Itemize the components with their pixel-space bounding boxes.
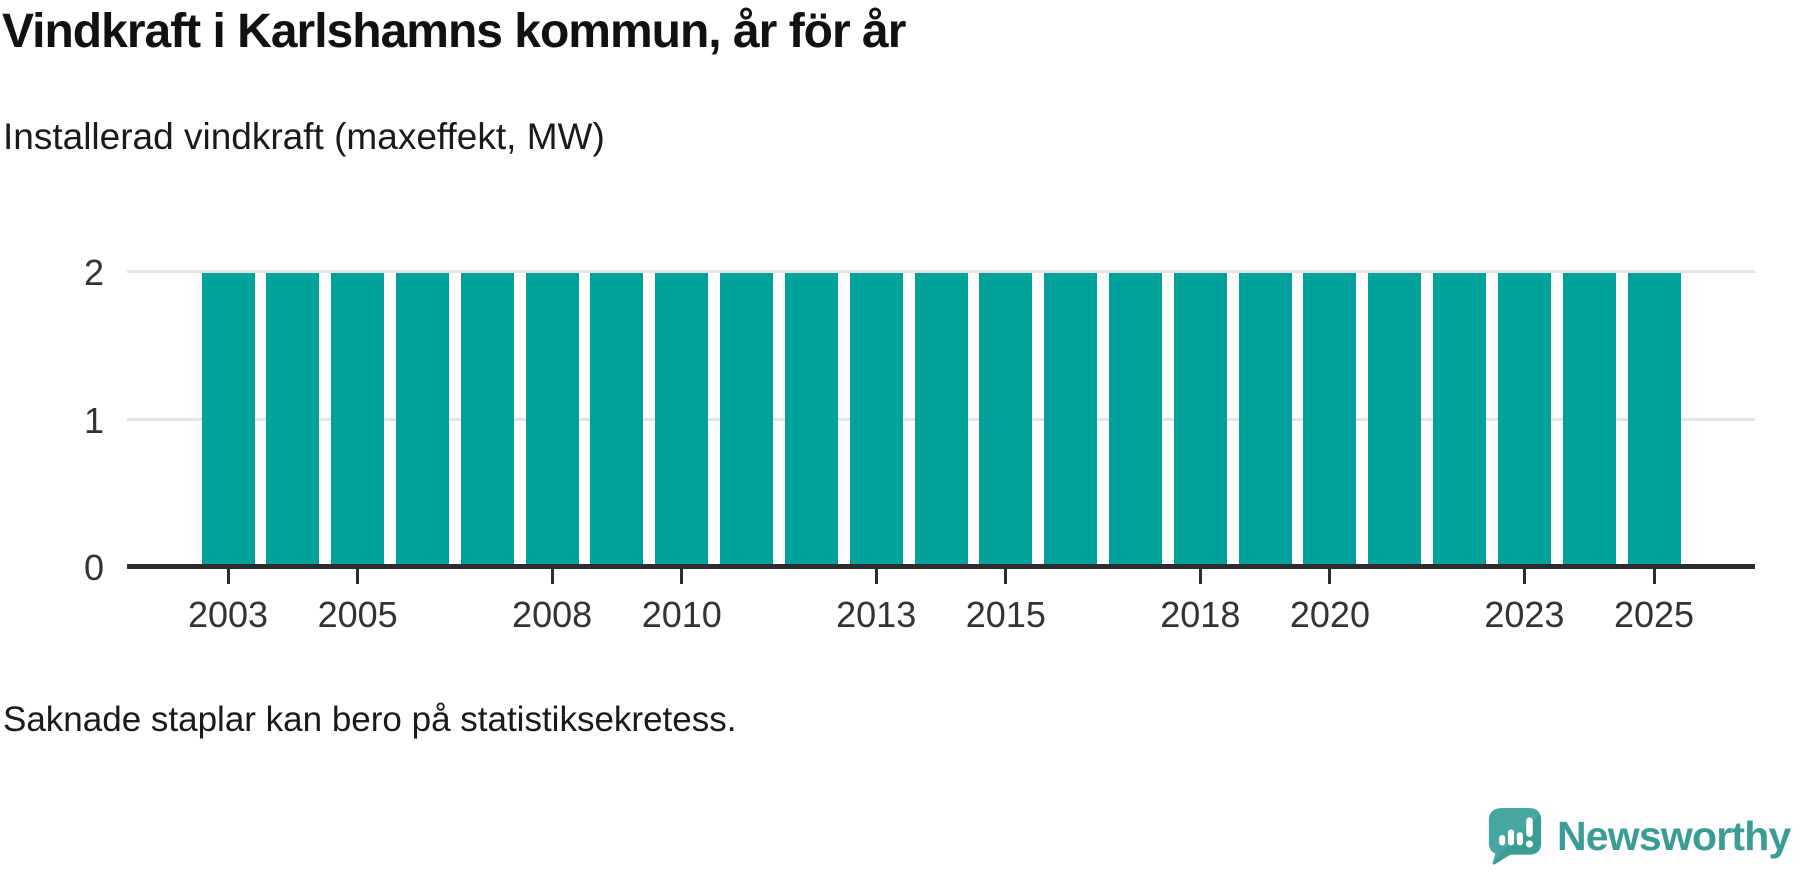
x-tick-2020 — [1328, 569, 1332, 584]
x-tick-2008 — [550, 569, 554, 584]
plot-area — [127, 270, 1755, 568]
bar-2010 — [655, 273, 709, 568]
x-tick-2013 — [874, 569, 878, 584]
chart-subtitle: Installerad vindkraft (maxeffekt, MW) — [3, 116, 605, 157]
x-tick-label-2003: 2003 — [187, 594, 269, 635]
x-tick-label-2013: 2013 — [836, 594, 917, 635]
x-tick-label-2005: 2005 — [317, 594, 398, 635]
footnote: Saknade staplar kan bero på statistiksek… — [3, 700, 737, 739]
x-tick-2023 — [1522, 569, 1526, 584]
bar-2017 — [1108, 273, 1162, 568]
bar-2025 — [1627, 273, 1681, 568]
y-tick-label-2: 2 — [83, 252, 104, 293]
x-tick-2010 — [680, 569, 684, 584]
bar-2005 — [331, 273, 385, 568]
gridline-y-2 — [127, 270, 1755, 273]
bar-2015 — [979, 273, 1033, 568]
x-tick-2025 — [1652, 569, 1656, 584]
bar-2023 — [1497, 273, 1551, 568]
bar-2016 — [1044, 273, 1098, 568]
x-tick-label-2023: 2023 — [1484, 594, 1565, 635]
x-tick-2018 — [1198, 569, 1202, 584]
x-axis-line — [127, 564, 1755, 569]
chart-title: Vindkraft i Karlshamns kommun, år för år — [2, 5, 906, 58]
bar-2022 — [1433, 273, 1487, 568]
newsworthy-logo: Newsworthy — [1487, 806, 1791, 866]
bar-2007 — [460, 273, 514, 568]
bar-2008 — [525, 273, 579, 568]
x-tick-2003 — [226, 569, 230, 584]
x-tick-label-2010: 2010 — [641, 594, 722, 635]
bar-2012 — [784, 273, 838, 568]
bar-2019 — [1238, 273, 1292, 568]
y-tick-label-0: 0 — [83, 547, 104, 588]
bar-2013 — [849, 273, 903, 568]
x-tick-2005 — [356, 569, 360, 584]
newsworthy-logo-icon — [1487, 806, 1543, 866]
bar-2004 — [266, 273, 320, 568]
bar-2009 — [590, 273, 644, 568]
bar-2014 — [914, 273, 968, 568]
x-tick-label-2008: 2008 — [512, 594, 593, 635]
bar-2021 — [1368, 273, 1422, 568]
bar-2003 — [201, 273, 255, 568]
bar-2018 — [1173, 273, 1227, 568]
bar-2020 — [1303, 273, 1357, 568]
x-tick-2015 — [1004, 569, 1008, 584]
x-tick-label-2015: 2015 — [965, 594, 1046, 635]
bar-2024 — [1562, 273, 1616, 568]
x-tick-label-2018: 2018 — [1160, 594, 1241, 635]
y-tick-label-1: 1 — [83, 399, 104, 441]
bar-2011 — [720, 273, 774, 568]
newsworthy-logo-text: Newsworthy — [1557, 812, 1791, 859]
x-tick-label-2020: 2020 — [1289, 594, 1370, 635]
bar-2006 — [395, 273, 449, 568]
x-tick-label-2025: 2025 — [1613, 594, 1695, 635]
